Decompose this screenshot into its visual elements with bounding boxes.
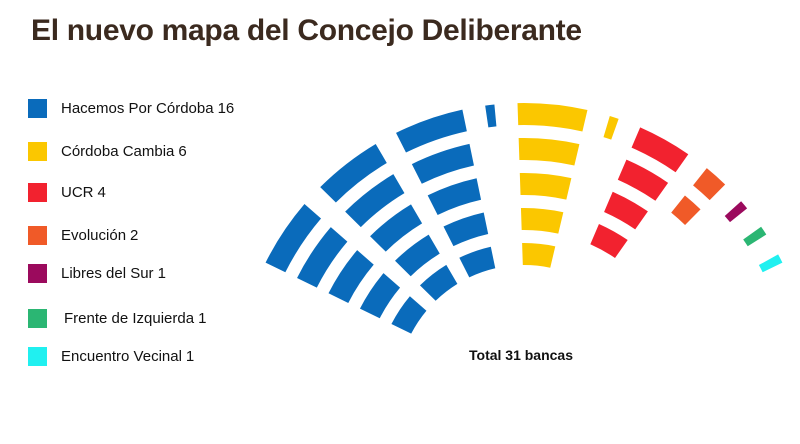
seat-ucr [604,191,648,230]
seat-hacemos-por-c-rdoba [391,296,427,334]
legend-item-hacemos: Hacemos Por Córdoba 16 [28,98,234,118]
seat-hacemos-por-c-rdoba [370,204,423,252]
legend-item-encuentro-vecinal: Encuentro Vecinal 1 [28,346,194,366]
seat-libres-del-sur [724,201,748,223]
legend-label-evolucion: Evolución [61,226,127,244]
legend-swatch [28,182,47,202]
legend-label-libres-del-sur: Libres del Sur [61,264,154,282]
seat-hacemos-por-c-rdoba [459,246,496,278]
legend-item-cordoba-cambia: Córdoba Cambia 6 [28,141,187,161]
seat-c-rdoba-cambia [519,172,572,200]
legend-swatch [28,308,47,328]
seat-hacemos-por-c-rdoba [328,250,374,303]
legend-swatch [28,98,47,118]
seat-ucr [617,159,669,201]
seat-hacemos-por-c-rdoba [297,227,348,288]
legend-item-evolucion: Evolución 2 [28,225,138,245]
seat-ucr [631,127,689,173]
legend-item-frente-izquierda: Frente de Izquierda 1 [28,308,206,328]
legend-value-libres-del-sur: 1 [157,264,166,282]
seat-hacemos-por-c-rdoba [427,178,482,215]
legend-value-evolucion: 2 [130,226,139,244]
seat-hacemos-por-c-rdoba [359,273,401,319]
seat-hacemos-por-c-rdoba [265,204,322,273]
seat-hacemos-por-c-rdoba [395,234,440,277]
legend-item-ucr: UCR 4 [28,182,106,202]
seat-hacemos-por-c-rdoba [320,143,387,203]
legend-swatch [28,225,47,245]
legend-label-frente-izquierda: Frente de Izquierda [64,309,195,327]
legend-value-ucr: 4 [97,183,106,201]
seat-evoluci-n [671,195,701,226]
chart-title: El nuevo mapa del Concejo Deliberante [31,14,582,47]
seat-encuentro-vecinal [758,254,783,273]
seat-c-rdoba-cambia [522,242,556,268]
legend: Hacemos Por Córdoba 16 Córdoba Cambia 6 UC… [28,96,268,376]
legend-value-cordoba-cambia: 6 [178,142,187,160]
seat-hacemos-por-c-rdoba [396,109,467,153]
seat-evoluci-n [693,168,726,201]
seat-c-rdoba-cambia [517,103,588,132]
legend-label-encuentro-vecinal: Encuentro Vecinal [61,347,182,365]
seat-frente-de-izquierda [743,226,767,247]
legend-swatch [28,346,47,366]
legend-swatch [28,263,47,283]
legend-value-hacemos: 16 [217,99,235,117]
legend-label-hacemos: Hacemos Por Córdoba [61,99,214,117]
legend-item-libres-del-sur: Libres del Sur 1 [28,263,166,283]
legend-label-cordoba-cambia: Córdoba Cambia [61,142,175,160]
seat-hacemos-por-c-rdoba [411,143,474,184]
seat-ucr [590,223,628,258]
seat-hacemos-por-c-rdoba [443,212,489,247]
seat-c-rdoba-cambia [520,207,564,234]
seat-hacemos-por-c-rdoba [345,174,405,228]
total-seats-label: Total 31 bancas [469,347,574,363]
seat-c-rdoba-cambia [603,116,619,140]
seat-hacemos-por-c-rdoba [485,104,497,128]
legend-label-ucr: UCR [61,183,94,201]
seat-hacemos-por-c-rdoba [419,264,458,301]
legend-swatch [28,141,47,161]
seat-c-rdoba-cambia [518,138,580,166]
legend-value-encuentro-vecinal: 1 [185,347,195,365]
legend-value-frente-izquierda: 1 [198,309,207,327]
